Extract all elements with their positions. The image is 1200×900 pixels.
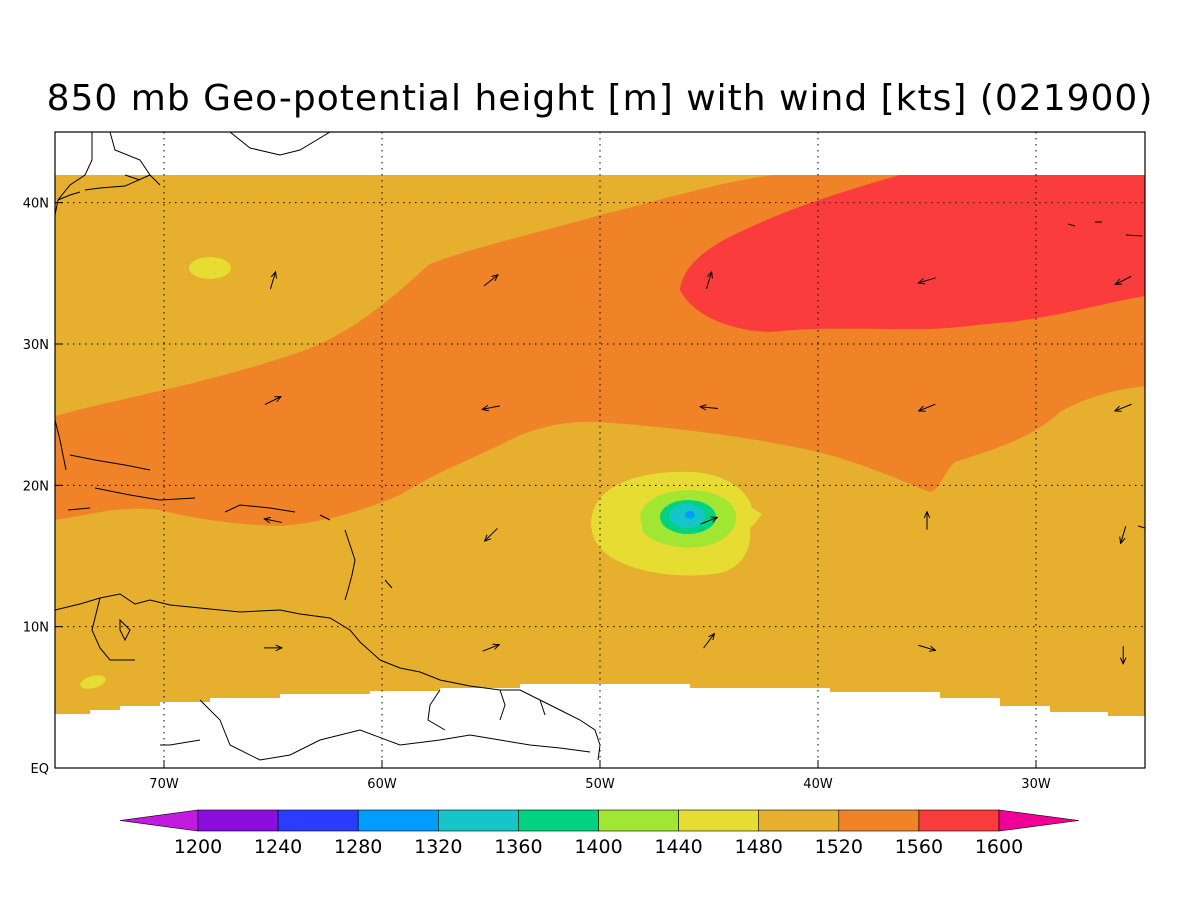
- colorbar-label: 1320: [414, 836, 462, 858]
- y-tick-label: 30N: [23, 338, 49, 353]
- x-axis: 70W 60W 50W 40W 30W: [149, 760, 1051, 792]
- wind-arrow: [1115, 275, 1132, 284]
- colorbar-swatch: [437, 809, 519, 832]
- wind-arrow: [485, 528, 498, 541]
- colorbar-swatch: [197, 809, 279, 832]
- page-title: 850 mb Geo-potential height [m] with win…: [46, 78, 1154, 119]
- y-tick-label: EQ: [31, 762, 49, 777]
- colorbar-extend-low: [119, 809, 199, 832]
- wind-arrow: [264, 397, 281, 406]
- wind-arrow: [705, 272, 711, 290]
- colorbar-swatch: [518, 809, 599, 832]
- colorbar-label: 1280: [334, 836, 382, 858]
- x-tick-label: 60W: [367, 777, 397, 792]
- x-tick-label: 70W: [149, 777, 179, 792]
- coastline-north-america: [55, 132, 331, 216]
- colorbar-label: 1480: [735, 836, 783, 858]
- colorbar-swatch: [357, 809, 439, 832]
- wind-arrow: [264, 519, 282, 523]
- wind-arrow: [269, 272, 275, 290]
- wind-arrow: [918, 277, 936, 283]
- wind-arrow: [483, 275, 498, 287]
- region-1480-small-south: [80, 675, 106, 689]
- map-field: [55, 132, 1145, 761]
- colorbar-swatch: [918, 809, 1000, 832]
- region-1480-small-north: [189, 257, 231, 279]
- wind-arrow: [703, 634, 715, 649]
- region-1320-low: [685, 511, 695, 519]
- x-tick-label: 50W: [585, 777, 615, 792]
- colorbar-label: 1520: [815, 836, 863, 858]
- y-tick-label: 40N: [23, 197, 49, 212]
- coastlines: [55, 132, 1145, 761]
- y-tick-label: 20N: [23, 479, 49, 494]
- colorbar-label: 1360: [494, 836, 542, 858]
- colorbar-label: 1240: [254, 836, 302, 858]
- wind-arrow: [482, 406, 500, 410]
- wind-arrow: [918, 644, 935, 650]
- wind-arrow: [919, 403, 936, 411]
- x-tick-label: 40W: [803, 777, 833, 792]
- wind-arrow: [482, 645, 500, 652]
- colorbar-label: 1440: [654, 836, 702, 858]
- x-tick-label: 30W: [1021, 777, 1051, 792]
- coastline-caribbean-islands: [55, 419, 393, 601]
- colorbar-swatch: [277, 809, 359, 832]
- region-1600: [680, 175, 1145, 332]
- wind-arrow: [700, 407, 719, 409]
- y-tick-label: 10N: [23, 621, 49, 636]
- wind-vectors: [264, 272, 1132, 664]
- colorbar-swatch: [838, 809, 920, 832]
- colorbar-swatch: [678, 809, 759, 832]
- colorbar-swatch: [758, 809, 840, 832]
- wind-arrow: [1121, 526, 1127, 543]
- colorbar: 1200 1240 1280 1320 1360 1400 1440 1480 1520 1560…: [119, 809, 1080, 858]
- colorbar-label: 1200: [174, 836, 222, 858]
- y-axis: EQ 10N 20N 30N 40N: [23, 197, 63, 777]
- coastline-atlantic-islands: [1067, 221, 1145, 529]
- colorbar-label: 1400: [574, 836, 622, 858]
- colorbar-label: 1600: [975, 836, 1023, 858]
- colorbar-label: 1560: [895, 836, 943, 858]
- gridlines: [55, 132, 1145, 768]
- wind-arrow: [700, 517, 718, 525]
- wind-arrow: [1115, 403, 1132, 411]
- coastline-south-america: [55, 593, 601, 761]
- colorbar-extend-high: [998, 809, 1080, 832]
- colorbar-swatch: [598, 809, 679, 832]
